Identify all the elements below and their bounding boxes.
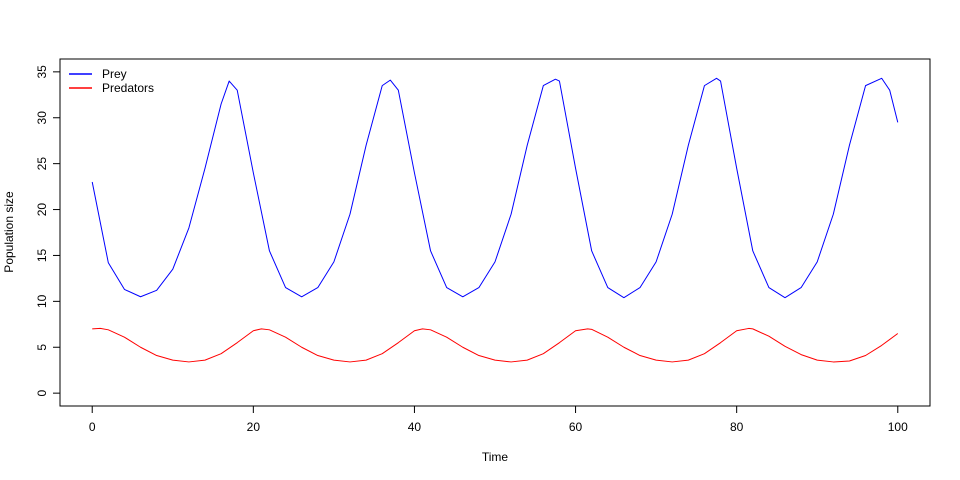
legend-label-prey: Prey [102,67,127,81]
x-tick-label: 20 [247,420,261,434]
series-line-predators [92,327,899,363]
y-axis: 0 5 10 15 20 25 30 35 [35,65,61,396]
x-tick-label: 80 [730,420,744,434]
x-tick-label: 0 [89,420,96,434]
x-axis-title: Time [482,450,509,464]
series-layer [91,77,899,363]
y-tick-label: 35 [35,65,49,79]
x-tick-label: 100 [888,420,908,434]
y-tick-label: 30 [35,111,49,125]
y-tick-label: 20 [35,203,49,217]
x-tick-label: 40 [408,420,422,434]
series-line-prey [91,77,899,299]
x-axis: 0 20 40 60 80 100 [89,405,908,434]
y-tick-label: 15 [35,248,49,262]
y-tick-label: 0 [35,389,49,396]
x-tick-label: 60 [569,420,583,434]
y-tick-label: 25 [35,157,49,171]
legend-label-predators: Predators [102,81,154,95]
y-axis-title: Population size [2,191,16,273]
y-tick-label: 10 [35,294,49,308]
y-tick-label: 5 [35,344,49,351]
